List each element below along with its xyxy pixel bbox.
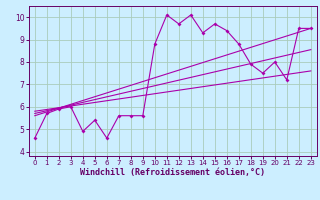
X-axis label: Windchill (Refroidissement éolien,°C): Windchill (Refroidissement éolien,°C): [80, 168, 265, 177]
